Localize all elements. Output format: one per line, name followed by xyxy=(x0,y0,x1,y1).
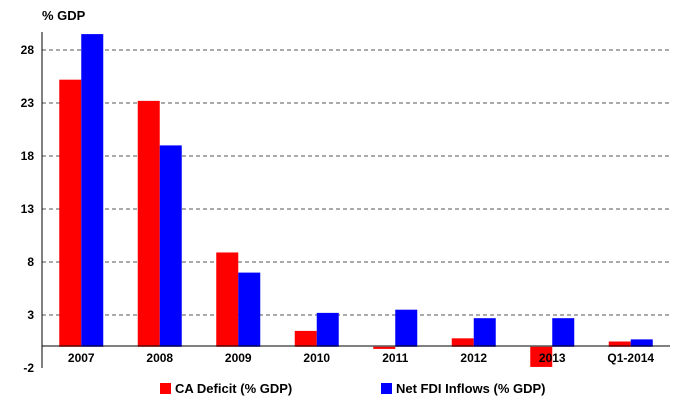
bar-net-fdi-2009 xyxy=(238,272,261,347)
y-tick-label: 3 xyxy=(27,308,34,322)
x-tick-label: 2011 xyxy=(382,351,408,365)
y-tick-label: 18 xyxy=(21,149,35,163)
bar-ca-deficit-q1-2014 xyxy=(608,341,631,347)
legend-swatch-net-fdi xyxy=(381,383,392,394)
y-unit-label: % GDP xyxy=(42,8,86,23)
y-tick-label: -2 xyxy=(23,361,34,375)
y-tick-label: 13 xyxy=(21,202,35,216)
bar-ca-deficit-2012 xyxy=(451,338,474,347)
y-tick-label: 8 xyxy=(27,255,34,269)
y-tick-label: 23 xyxy=(21,96,35,110)
bar-net-fdi-2012 xyxy=(473,318,496,347)
bars xyxy=(59,34,653,367)
x-tick-label: 2007 xyxy=(68,351,95,365)
bar-net-fdi-2007 xyxy=(81,34,104,347)
bar-net-fdi-q1-2014 xyxy=(630,339,653,347)
x-tick-label: Q1-2014 xyxy=(607,351,654,365)
bar-ca-deficit-2009 xyxy=(216,252,239,347)
bar-ca-deficit-2008 xyxy=(137,100,160,347)
gridlines xyxy=(42,49,670,316)
legend-swatch-ca-deficit xyxy=(160,383,171,394)
x-tick-label: 2009 xyxy=(225,351,252,365)
y-tick-labels: 28 23 18 13 8 3 -2 xyxy=(21,43,35,375)
legend: CA Deficit (% GDP) Net FDI Inflows (% GD… xyxy=(160,381,546,396)
bar-ca-deficit-2007 xyxy=(59,79,82,347)
legend-label-net-fdi: Net FDI Inflows (% GDP) xyxy=(396,381,546,396)
x-tick-label: 2012 xyxy=(460,351,487,365)
x-tick-label: 2010 xyxy=(303,351,330,365)
y-tick-label: 28 xyxy=(21,43,35,57)
bar-net-fdi-2011 xyxy=(395,309,418,347)
x-tick-label: 2013 xyxy=(539,351,566,365)
bar-ca-deficit-2011 xyxy=(373,346,396,349)
legend-label-ca-deficit: CA Deficit (% GDP) xyxy=(175,381,292,396)
bar-net-fdi-2010 xyxy=(316,312,339,347)
bar-net-fdi-2013 xyxy=(552,318,575,347)
bar-net-fdi-2008 xyxy=(159,145,182,347)
x-tick-label: 2008 xyxy=(146,351,173,365)
x-tick-labels: 2007 2008 2009 2010 2011 2012 2013 Q1-2014 xyxy=(68,351,655,365)
bar-ca-deficit-2013 xyxy=(530,346,553,367)
bar-ca-deficit-2010 xyxy=(294,330,317,347)
